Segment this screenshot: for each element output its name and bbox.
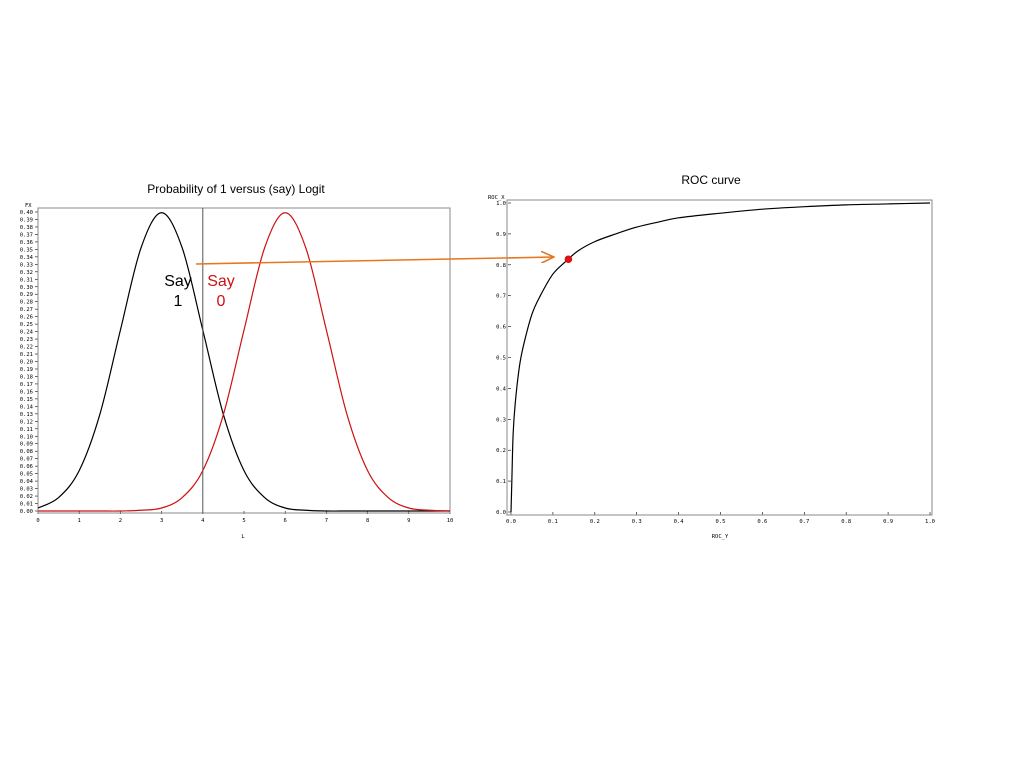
y-tick-label: 0.6 xyxy=(496,325,506,331)
y-tick-label: 0.35 xyxy=(20,247,33,253)
y-tick-label: 0.12 xyxy=(20,419,33,425)
y-tick-label: 0.32 xyxy=(20,270,33,276)
x-tick-label: 0.5 xyxy=(716,519,726,525)
y-axis-label-roc-x: ROC_X xyxy=(488,195,505,201)
y-tick-label: 0.28 xyxy=(20,300,33,306)
y-tick-label: 0.34 xyxy=(20,255,34,261)
y-tick-label: 0.07 xyxy=(20,457,33,463)
y-tick-label: 0.14 xyxy=(20,404,34,410)
say1-label-line1: Say xyxy=(164,273,192,290)
y-tick-label: 0.2 xyxy=(496,448,506,454)
x-tick-label: 8 xyxy=(366,518,369,524)
y-tick-label: 0.01 xyxy=(20,502,33,508)
roc-curve xyxy=(510,202,931,513)
plot-frame-logit xyxy=(37,207,451,514)
y-tick-label: 0.02 xyxy=(20,494,33,500)
x-tick-labels-roc: 0.0 0.1 0.2 0.3 0.4 0.5 0.6 0.7 0.8 0.9 1.0 xyxy=(506,512,935,525)
y-tick-label: 0.24 xyxy=(20,330,34,336)
y-tick-label: 0.8 xyxy=(496,263,506,269)
x-tick-label: 0.3 xyxy=(632,519,642,525)
x-axis-label-l: L xyxy=(241,534,245,540)
y-tick-label: 0.27 xyxy=(20,307,33,313)
x-tick-label: 1.0 xyxy=(925,519,935,525)
x-tick-label: 0.2 xyxy=(590,519,600,525)
y-tick-label: 0.06 xyxy=(20,464,33,470)
y-tick-label: 0.15 xyxy=(20,397,33,403)
y-tick-labels-roc: 0.0 0.1 0.2 0.3 0.4 0.5 0.6 0.7 0.8 0.9 1.0 xyxy=(496,201,511,516)
y-axis-label-fx: FX xyxy=(25,203,32,209)
x-tick-label: 0.1 xyxy=(548,519,558,525)
y-tick-label: 0.08 xyxy=(20,449,33,455)
y-tick-label: 0.10 xyxy=(20,434,33,440)
roc-chart: ROC curve ROC_X ROC_Y 0.0 0.1 0.2 0.3 0.4 0.5… xyxy=(488,173,935,540)
y-tick-label: 0.29 xyxy=(20,292,33,298)
x-tick-label: 1 xyxy=(78,518,81,524)
y-tick-label: 0.16 xyxy=(20,389,33,395)
y-tick-label: 0.13 xyxy=(20,412,33,418)
x-tick-label: 3 xyxy=(160,518,163,524)
say0-label-line2: 0 xyxy=(217,293,226,310)
y-tick-label: 0.09 xyxy=(20,442,33,448)
y-tick-label: 0.40 xyxy=(20,210,33,216)
y-tick-label: 0.25 xyxy=(20,322,33,328)
x-tick-label: 0 xyxy=(36,518,39,524)
say1-label-line2: 1 xyxy=(174,293,183,310)
y-tick-label: 0.7 xyxy=(496,294,506,300)
x-tick-label: 0.0 xyxy=(506,519,516,525)
say0-label-line1: Say xyxy=(207,273,235,290)
y-tick-label: 0.17 xyxy=(20,382,33,388)
logit-density-chart: Probability of 1 versus (say) Logit FX L… xyxy=(20,182,454,540)
y-tick-label: 0.00 xyxy=(20,509,33,515)
y-tick-label: 0.31 xyxy=(20,277,33,283)
y-tick-label: 0.4 xyxy=(496,386,507,392)
x-tick-label: 4 xyxy=(201,518,205,524)
y-tick-label: 0.03 xyxy=(20,487,33,493)
y-tick-label: 0.30 xyxy=(20,285,33,291)
x-tick-label: 7 xyxy=(325,518,328,524)
chart-title-logit: Probability of 1 versus (say) Logit xyxy=(147,182,325,196)
series-line-0 xyxy=(37,212,450,512)
x-tick-label: 0.9 xyxy=(883,519,893,525)
y-tick-label: 0.21 xyxy=(20,352,33,358)
y-tick-label: 0.26 xyxy=(20,315,33,321)
x-axis-label-roc-y: ROC_Y xyxy=(712,534,729,540)
y-tick-label: 0.20 xyxy=(20,360,33,366)
y-tick-label: 0.5 xyxy=(496,356,506,362)
y-tick-label: 0.19 xyxy=(20,367,33,373)
series-line-1 xyxy=(38,212,451,512)
y-tick-label: 0.0 xyxy=(496,510,506,516)
x-tick-label: 6 xyxy=(284,518,287,524)
y-tick-label: 0.18 xyxy=(20,374,33,380)
x-tick-label: 5 xyxy=(242,518,245,524)
x-tick-label: 10 xyxy=(447,518,454,524)
roc-operating-point xyxy=(564,255,573,264)
series-line-0 xyxy=(510,202,931,513)
y-tick-label: 0.22 xyxy=(20,345,33,351)
x-tick-label: 0.4 xyxy=(674,519,685,525)
y-tick-label: 0.3 xyxy=(496,417,506,423)
x-tick-label: 0.6 xyxy=(757,519,767,525)
y-tick-label: 0.38 xyxy=(20,225,33,231)
y-tick-label: 0.11 xyxy=(20,427,33,433)
y-tick-label: 0.1 xyxy=(496,479,506,485)
y-tick-label: 0.04 xyxy=(20,479,34,485)
chart-title-roc: ROC curve xyxy=(681,173,741,187)
y-tick-label: 0.9 xyxy=(496,232,506,238)
x-tick-label: 2 xyxy=(119,518,122,524)
y-tick-label: 0.33 xyxy=(20,262,33,268)
threshold-to-roc-arrow xyxy=(195,257,554,265)
plot-frame-roc xyxy=(506,199,933,516)
y-tick-label: 0.39 xyxy=(20,217,33,223)
x-tick-label: 0.7 xyxy=(799,519,809,525)
y-tick-label: 0.23 xyxy=(20,337,33,343)
x-tick-label: 0.8 xyxy=(841,519,851,525)
y-tick-label: 0.36 xyxy=(20,240,33,246)
y-tick-label: 0.05 xyxy=(20,472,33,478)
y-tick-label: 0.37 xyxy=(20,232,33,238)
x-tick-label: 9 xyxy=(407,518,410,524)
y-tick-labels: 0.000.01 0.020.03 0.040.05 0.060.07 0.080.09… xyxy=(20,210,38,515)
density-curves xyxy=(37,212,451,512)
y-tick-label: 1.0 xyxy=(496,201,506,207)
